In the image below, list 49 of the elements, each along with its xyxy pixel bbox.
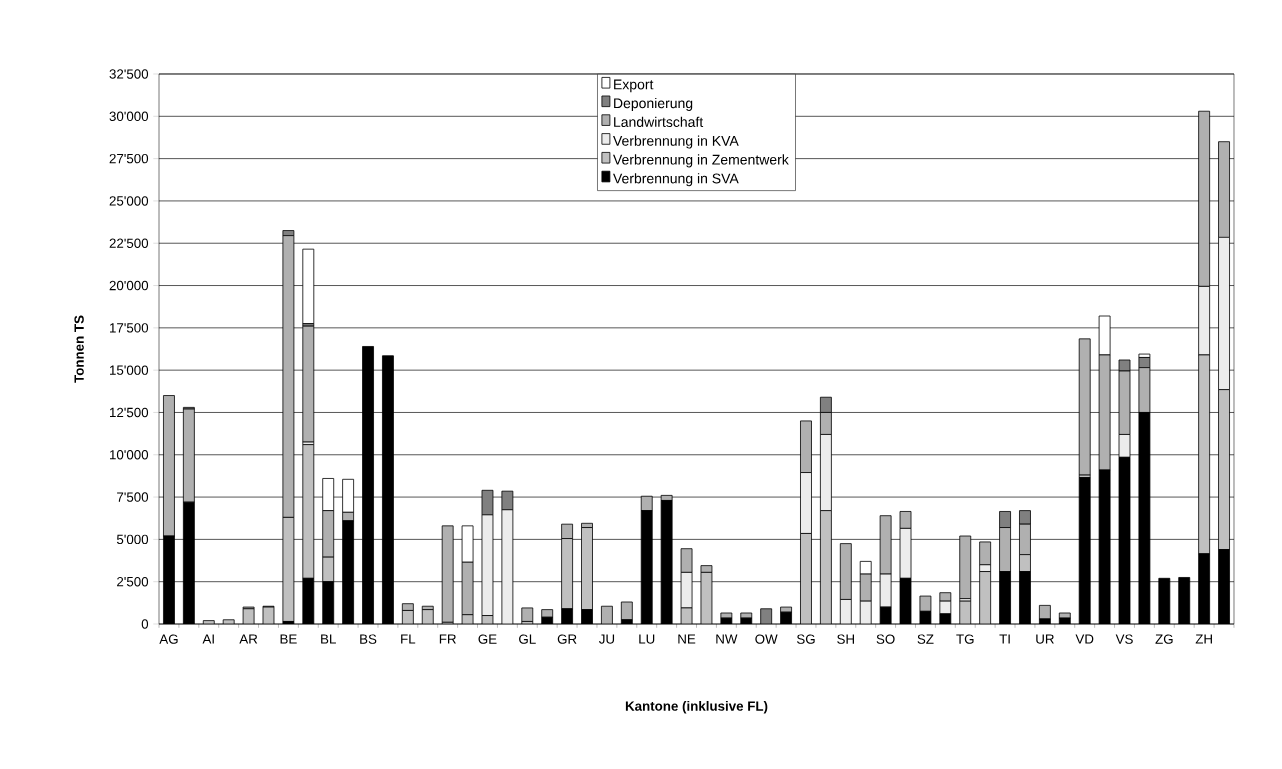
x-tick-label: TI	[999, 634, 1010, 644]
x-tick-label: SH	[837, 634, 854, 644]
x-tick-label: TG	[956, 634, 974, 644]
y-tick-label: 2'500	[117, 576, 149, 587]
y-tick-label: 30'000	[109, 111, 149, 122]
legend-label: Export	[614, 79, 654, 93]
y-tick-label: 10'000	[110, 450, 149, 460]
x-tick-label: AG	[159, 634, 178, 644]
y-tick-label: 20'000	[109, 280, 149, 291]
y-tick-label: 7'500	[117, 492, 149, 502]
x-tick-label: NE	[678, 634, 696, 644]
y-tick-label: 17'500	[110, 323, 149, 333]
x-tick-label: FL	[401, 634, 416, 644]
x-tick-label: GE	[478, 634, 497, 644]
x-tick-label: VS	[1115, 634, 1133, 644]
x-tick-label: GL	[519, 634, 536, 644]
legend-label: Verbrennung in SVA	[613, 173, 739, 187]
y-tick-label: 15'000	[110, 365, 149, 375]
x-tick-label: OW	[755, 634, 778, 644]
x-tick-label: ZH	[1195, 634, 1212, 644]
x-tick-label: LU	[639, 634, 655, 644]
x-tick-label: BE	[280, 634, 297, 644]
y-axis-title: Tonnen TS	[74, 315, 84, 383]
x-tick-label: JU	[598, 634, 615, 644]
x-tick-label: UR	[1036, 634, 1054, 644]
y-tick-label: 5'000	[116, 534, 149, 545]
x-tick-label: SG	[796, 634, 815, 644]
y-tick-label: 22'500	[109, 238, 149, 248]
x-tick-label: FR	[439, 634, 456, 644]
legend-label: Landwirtschaft	[614, 116, 704, 127]
legend-label: Deponierung	[614, 97, 693, 111]
x-axis-title: Kantone (inklusive FL)	[625, 701, 768, 714]
y-tick-label: 0	[141, 619, 149, 629]
x-tick-label: VD	[1075, 634, 1094, 644]
y-tick-label: 32'500	[109, 69, 149, 79]
x-tick-label: SO	[876, 634, 895, 644]
x-tick-label: AI	[202, 634, 214, 644]
y-tick-label: 27'500	[109, 153, 149, 164]
x-tick-label: SZ	[917, 634, 934, 644]
x-tick-label: GR	[557, 634, 577, 644]
x-tick-label: ZG	[1155, 634, 1173, 644]
y-tick-label: 25'000	[109, 196, 149, 206]
x-tick-label: NW	[716, 634, 738, 644]
x-tick-label: AR	[239, 634, 258, 644]
y-tick-label: 12'500	[110, 407, 149, 418]
legend-label: Verbrennung in Zementwerk	[613, 154, 789, 168]
x-tick-label: BL	[321, 634, 336, 644]
x-tick-label: BS	[360, 634, 377, 644]
legend-label: Verbrennung in KVA	[613, 135, 739, 149]
